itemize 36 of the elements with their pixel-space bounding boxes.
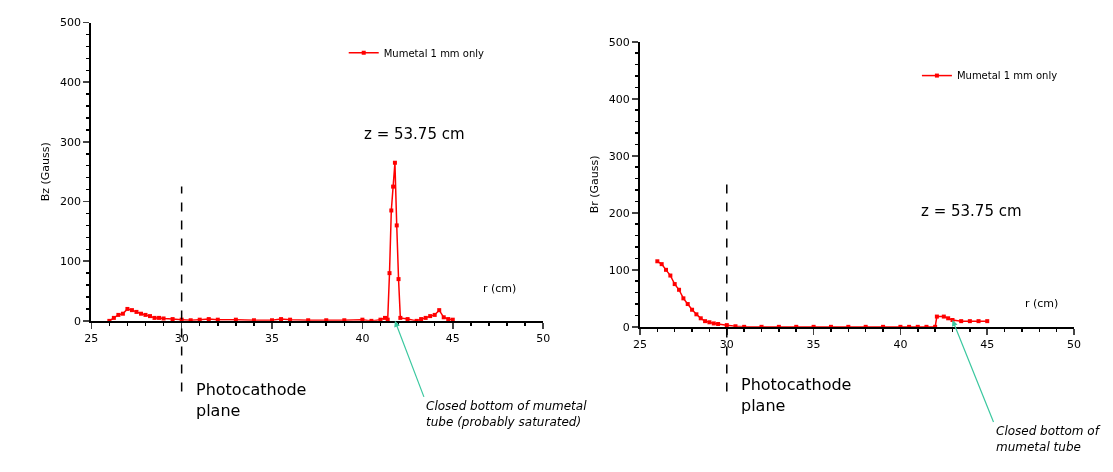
y-tick-label: 300 — [60, 135, 82, 149]
y-tick-label: 100 — [608, 263, 630, 277]
x-tick-label: 45 — [980, 338, 995, 352]
y-tick-label: 500 — [60, 16, 82, 30]
y-axis-title: Bz (Gauss) — [39, 142, 53, 202]
x-tick-label: 45 — [445, 332, 460, 346]
y-tick-label: 500 — [608, 35, 630, 49]
x-tick-label: 40 — [893, 338, 908, 352]
y-tick-label: 200 — [608, 206, 630, 220]
ref-line-label: Photocathode plane — [741, 375, 852, 415]
y-tick-label: 400 — [60, 76, 82, 90]
x-tick-label: 30 — [174, 332, 189, 346]
y-tick-label: 0 — [74, 314, 82, 328]
legend-label: Mumetal 1 mm only — [383, 47, 485, 59]
x-tick-label: 30 — [719, 338, 734, 352]
y-tick-label: 200 — [60, 195, 82, 209]
x-tick-label: 35 — [806, 338, 821, 352]
annotation: Closed bottom of mumetal tube (probably saturated) — [426, 399, 588, 429]
x-tick-label: 50 — [536, 332, 551, 346]
y-axis-title: Br (Gauss) — [587, 155, 601, 214]
annotation: z = 53.75 cm — [921, 202, 1022, 220]
x-tick-label: 35 — [265, 332, 280, 346]
x-tick-label: 25 — [84, 332, 99, 346]
y-tick-label: 300 — [608, 149, 630, 163]
x-tick-label: 40 — [355, 332, 370, 346]
ref-line-label: Photocathode plane — [196, 380, 307, 420]
y-tick-label: 100 — [60, 255, 82, 269]
annotation: z = 53.75 cm — [364, 125, 465, 143]
x-tick-label: 50 — [1067, 338, 1082, 352]
y-tick-label: 400 — [608, 92, 630, 106]
legend-label: Mumetal 1 mm only — [956, 70, 1058, 82]
x-axis-title: r (cm) — [1025, 297, 1059, 310]
annotation: Closed bottom of mumetal tube — [996, 424, 1101, 454]
x-tick-label: 25 — [632, 338, 647, 352]
x-axis-title: r (cm) — [483, 282, 517, 295]
y-tick-label: 0 — [622, 320, 630, 334]
